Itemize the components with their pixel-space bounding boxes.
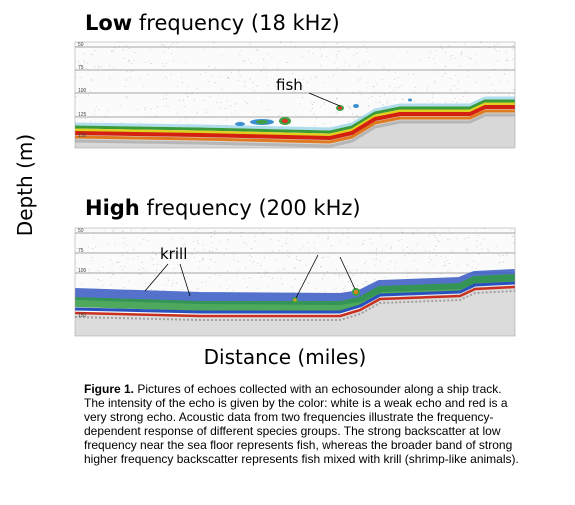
title-bold: Low xyxy=(85,11,132,35)
annotation-line xyxy=(179,263,191,297)
echogram-low xyxy=(75,42,515,148)
annotation-line xyxy=(295,254,319,299)
depth-label: 50 xyxy=(78,42,84,48)
echogram-high xyxy=(75,228,515,336)
depth-label: 150 xyxy=(78,313,87,319)
annotation: fish xyxy=(276,76,303,94)
depth-label: 100 xyxy=(78,88,87,94)
caption: Figure 1. Pictures of echoes collected w… xyxy=(84,382,524,466)
depth-label: 100 xyxy=(78,268,87,274)
depth-label: 75 xyxy=(78,248,84,254)
title-rest: frequency (200 kHz) xyxy=(146,196,360,220)
panel-title: High frequency (200 kHz) xyxy=(85,196,361,220)
annotation-line xyxy=(308,92,341,107)
title-rest: frequency (18 kHz) xyxy=(139,11,340,35)
annotation: krill xyxy=(160,245,187,263)
depth-label: 75 xyxy=(78,65,84,71)
figure: Low frequency (18 kHz) High frequency (2… xyxy=(13,11,516,369)
depth-label: 125 xyxy=(78,112,87,118)
title-bold: High xyxy=(85,196,140,220)
x-axis-label: Distance (miles) xyxy=(204,345,367,369)
depth-label: 50 xyxy=(78,228,84,234)
panel-title: Low frequency (18 kHz) xyxy=(85,11,340,35)
depth-label: 150 xyxy=(78,133,87,139)
y-axis-label: Depth (m) xyxy=(13,134,37,236)
caption-text: Pictures of echoes collected with an ech… xyxy=(84,382,519,466)
annotation-line xyxy=(339,256,356,290)
caption-label: Figure 1. xyxy=(84,382,135,396)
annotation-line xyxy=(144,263,169,292)
